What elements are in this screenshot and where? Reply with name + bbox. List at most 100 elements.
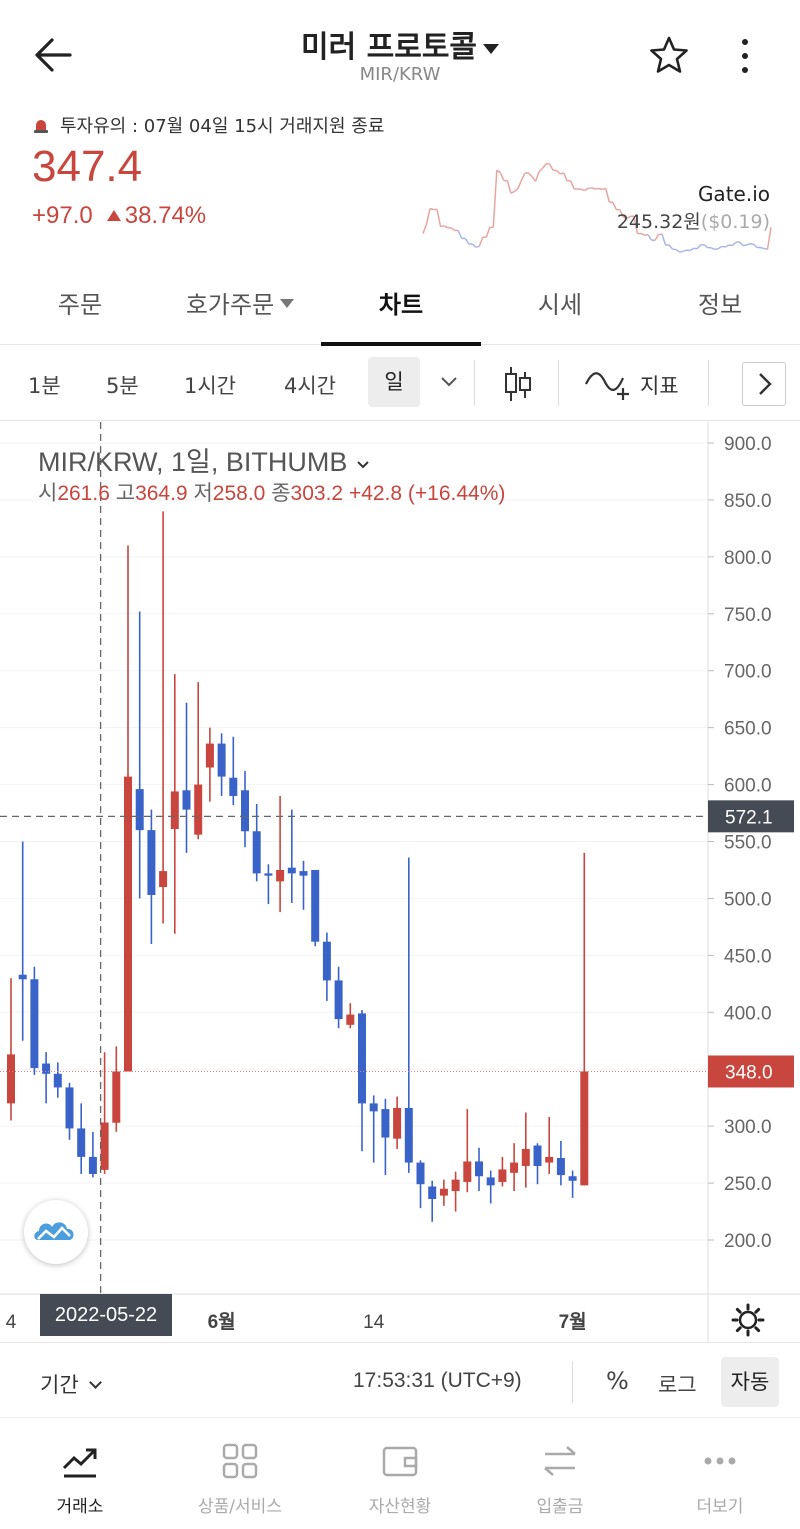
- toolbar-next-button[interactable]: [742, 362, 786, 406]
- mini-chart-segment: [703, 244, 709, 249]
- mini-chart-segment: [605, 188, 611, 203]
- tradingview-logo[interactable]: [24, 1200, 88, 1264]
- mini-chart-segment: [689, 247, 695, 252]
- mini-chart-segment: [429, 207, 434, 211]
- y-tick-label: 500.0: [724, 889, 772, 910]
- high-label: 고: [115, 482, 136, 505]
- candle-body: [252, 831, 261, 874]
- interval-day-selected[interactable]: 일: [368, 357, 420, 407]
- chart-symbol-label: MIR/KRW, 1일, BITHUMB: [38, 447, 348, 477]
- chevron-down-icon: [357, 461, 369, 469]
- coin-selector[interactable]: 미러 프로토콜: [0, 22, 800, 66]
- mini-chart-segment: [485, 227, 491, 238]
- interval-1m[interactable]: 1분: [28, 374, 61, 398]
- tab-info[interactable]: 정보: [697, 291, 743, 319]
- tab-market-price[interactable]: 시세: [537, 291, 583, 319]
- candle-body: [124, 776, 132, 1072]
- mini-chart-segment: [612, 201, 618, 211]
- candle-body: [451, 1179, 460, 1192]
- y-tick-label: 650.0: [724, 719, 772, 740]
- chevron-down-icon[interactable]: [440, 376, 458, 388]
- divider: [708, 360, 709, 406]
- candlestick-chart-area[interactable]: 900.0 850.0 800.0 750.0 700.0 650.0 600.0 550.0…: [0, 422, 800, 1342]
- candle-body: [182, 790, 191, 810]
- candle-body: [346, 1014, 355, 1025]
- log-scale-button[interactable]: 로그: [658, 1373, 697, 1397]
- mini-chart-segment: [513, 187, 519, 193]
- y-tick-label: 900.0: [724, 434, 772, 455]
- indicator-icon[interactable]: [583, 366, 633, 402]
- mini-chart-segment: [696, 244, 702, 250]
- mini-chart-segment: [619, 209, 625, 218]
- mini-chart-segment: [668, 244, 674, 250]
- candle-body: [30, 979, 39, 1069]
- mini-chart-segment: [475, 245, 480, 248]
- crosshair-price-tag: [708, 800, 794, 833]
- indicator-label[interactable]: 지표: [640, 374, 679, 398]
- chevron-right-icon: [759, 373, 772, 395]
- interval-4h[interactable]: 4시간: [284, 374, 337, 398]
- mini-chart-segment: [440, 225, 445, 228]
- mini-chart-segment: [731, 241, 737, 247]
- y-tick-label: 300.0: [724, 1117, 772, 1138]
- candle-body: [568, 1176, 577, 1181]
- y-tick-label: 700.0: [724, 662, 772, 683]
- candle-body: [7, 1054, 15, 1104]
- back-arrow-icon[interactable]: [30, 30, 80, 80]
- mini-chart-segment: [538, 167, 544, 173]
- nav-more[interactable]: 더보기: [640, 1440, 800, 1517]
- close-value: 303.2: [290, 482, 344, 505]
- candle-body: [229, 777, 238, 796]
- mini-chart-segment: [531, 176, 537, 182]
- candle-body: [112, 1071, 121, 1123]
- period-selector[interactable]: 기간: [40, 1369, 102, 1399]
- nav-products[interactable]: 상품/서비스: [160, 1440, 320, 1517]
- tab-order[interactable]: 주문: [57, 291, 103, 319]
- mini-chart-segment: [510, 190, 515, 194]
- mini-chart-segment: [746, 243, 751, 246]
- mini-chart-segment: [496, 169, 501, 174]
- current-price: 347.4: [32, 142, 143, 191]
- transfer-icon: [544, 1446, 576, 1476]
- wallet-icon: [382, 1446, 418, 1477]
- nav-more-label: 더보기: [696, 1497, 744, 1517]
- caret-down-icon: [483, 43, 500, 54]
- auto-scale-button[interactable]: 자동: [721, 1357, 779, 1407]
- chart-settings-gear-icon[interactable]: [730, 1302, 766, 1338]
- more-vertical-icon[interactable]: [735, 36, 755, 76]
- mini-chart-segment: [752, 243, 758, 248]
- tab-limit-order[interactable]: 호가주문: [170, 285, 310, 320]
- ohlc-legend: 시261.6 고364.9 저258.0 종303.2 +42.8 (+16.4…: [38, 477, 505, 507]
- interval-5m[interactable]: 5분: [106, 374, 139, 398]
- exchange-name: Gate.io: [697, 182, 770, 206]
- candle-body: [299, 871, 308, 876]
- candle-body: [194, 784, 203, 835]
- nav-exchange[interactable]: 거래소: [0, 1440, 160, 1517]
- mini-chart-segment: [559, 172, 564, 175]
- mini-chart-segment: [464, 237, 470, 245]
- mini-chart-segment: [717, 245, 723, 250]
- low-label: 저: [193, 482, 213, 505]
- period-label: 기간: [40, 1373, 79, 1397]
- mini-chart-segment: [499, 172, 505, 181]
- tab-chart[interactable]: 차트: [378, 291, 424, 319]
- interval-1h[interactable]: 1시간: [184, 374, 237, 398]
- mini-chart-segment: [654, 234, 660, 241]
- change-value: +42.8 (+16.44%): [348, 482, 506, 505]
- chart-title[interactable]: MIR/KRW, 1일, BITHUMB: [38, 440, 371, 479]
- candlestick-type-icon[interactable]: [503, 364, 533, 404]
- favorite-star-icon[interactable]: [648, 34, 690, 76]
- chart-bottom-controls: 기간 17:53:31 (UTC+9) % 로그 자동: [0, 1342, 800, 1418]
- crosshair-price-label: 572.1: [725, 807, 773, 828]
- close-label: 종: [271, 482, 291, 505]
- mini-chart-segment: [633, 215, 639, 234]
- nav-assets[interactable]: 자산현황: [320, 1440, 480, 1517]
- x-label-july: 7월: [559, 1311, 587, 1333]
- mini-chart-segment: [675, 249, 681, 253]
- candle-body: [439, 1188, 448, 1196]
- percent-scale-button[interactable]: %: [606, 1367, 629, 1395]
- mini-chart-segment: [534, 171, 540, 182]
- candlestick-chart[interactable]: 900.0 850.0 800.0 750.0 700.0 650.0 600.0 550.0…: [0, 422, 800, 1342]
- candle-body: [475, 1161, 483, 1177]
- nav-transfer[interactable]: 입출금: [480, 1440, 640, 1517]
